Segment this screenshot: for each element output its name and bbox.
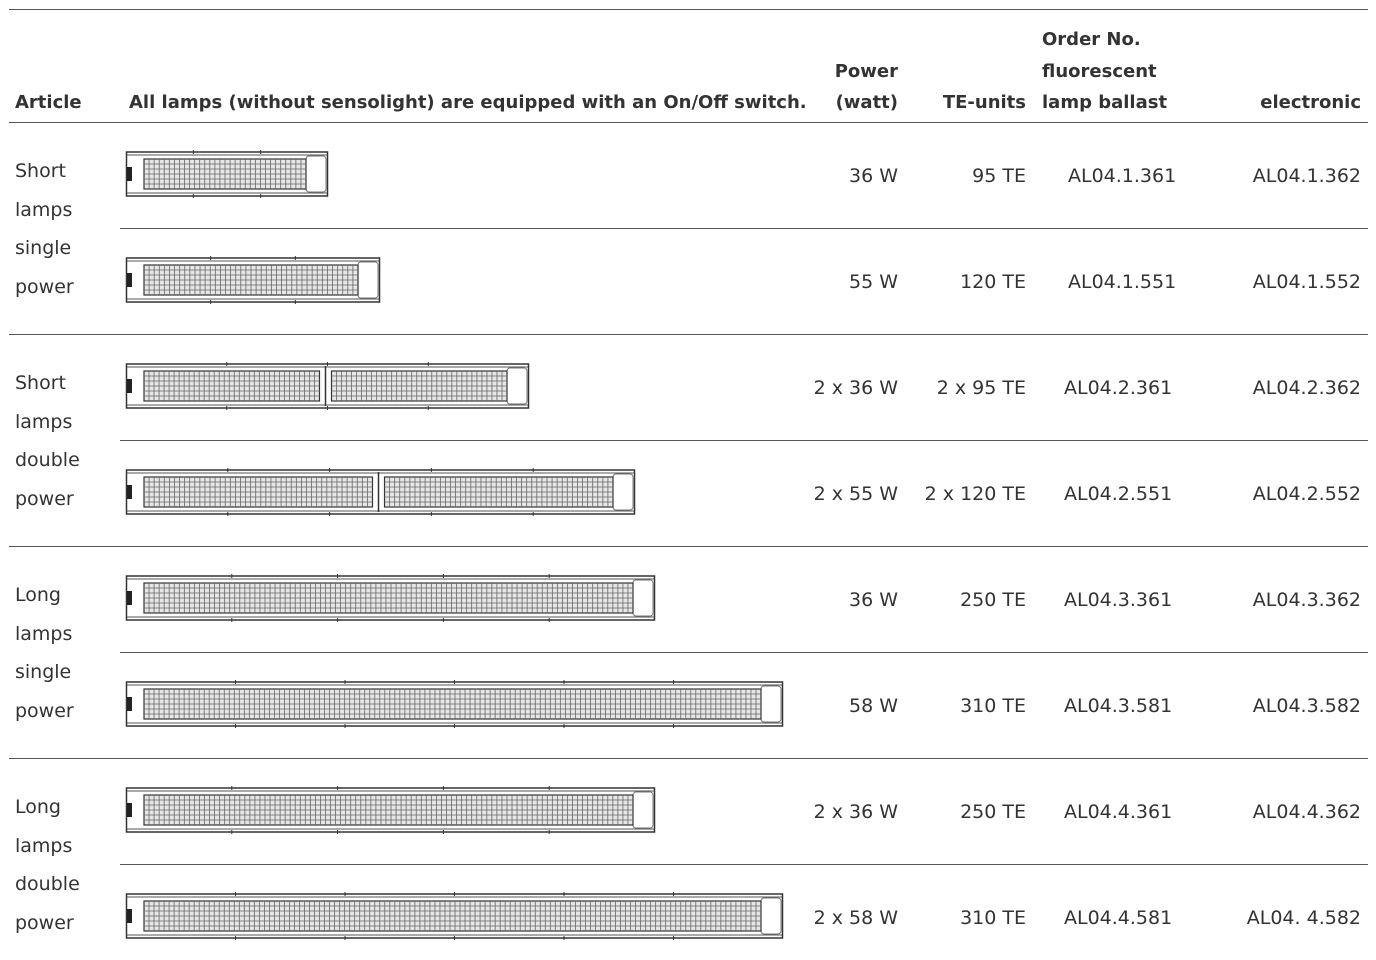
electronic-order-number: AL04.4.362: [1252, 801, 1361, 823]
electronic-order-number: AL04.2.362: [1252, 377, 1361, 399]
electronic-order-number: AL04.3.362: [1252, 589, 1361, 611]
power-value: 55 W: [848, 271, 898, 293]
power-value: 2 x 36 W: [813, 801, 898, 823]
order-number: AL04.1.361: [1068, 165, 1177, 187]
power-value: 36 W: [848, 165, 898, 187]
lamp-image: [125, 256, 381, 304]
lamp-image: [125, 150, 329, 198]
lamp-image: [125, 786, 656, 834]
group-rule: [9, 546, 1368, 547]
te-value: 310 TE: [960, 907, 1026, 929]
power-value: 2 x 36 W: [813, 377, 898, 399]
row-rule: [120, 228, 1368, 229]
power-value: 2 x 55 W: [813, 483, 898, 505]
power-value: 36 W: [848, 589, 898, 611]
te-value: 2 x 120 TE: [924, 483, 1026, 505]
electronic-order-number: AL04.1.362: [1252, 165, 1361, 187]
power-value: 58 W: [848, 695, 898, 717]
order-number: AL04.3.361: [1064, 589, 1173, 611]
te-value: 120 TE: [960, 271, 1026, 293]
order-number: AL04.4.361: [1064, 801, 1173, 823]
lamp-image: [125, 362, 530, 410]
order-number: AL04.2.551: [1064, 483, 1173, 505]
article-label: Short lamps single power: [15, 160, 74, 298]
article-label: Short lamps double power: [15, 372, 80, 510]
header-power-line1: Power: [834, 61, 898, 82]
electronic-order-number: AL04.1.552: [1252, 271, 1361, 293]
order-number: AL04.4.581: [1064, 907, 1173, 929]
te-value: 310 TE: [960, 695, 1026, 717]
group-rule: [9, 334, 1368, 335]
header-order-line3: lamp ballast: [1042, 92, 1168, 113]
lamp-image: [125, 680, 784, 728]
header-rule: [9, 122, 1368, 123]
power-value: 2 x 58 W: [813, 907, 898, 929]
header-order-line2: fluorescent: [1042, 61, 1157, 82]
te-value: 250 TE: [960, 801, 1026, 823]
header-power-line2: (watt): [835, 92, 898, 113]
lamp-image: [125, 468, 636, 516]
header-electronic: electronic: [1260, 92, 1361, 113]
te-value: 2 x 95 TE: [936, 377, 1026, 399]
lamp-image: [125, 574, 656, 622]
lamp-image: [125, 892, 784, 940]
header-article: Article: [15, 92, 82, 113]
order-number: AL04.3.581: [1064, 695, 1173, 717]
electronic-order-number: AL04.3.582: [1252, 695, 1361, 717]
group-rule: [9, 758, 1368, 759]
header-te-units: TE-units: [942, 92, 1026, 113]
row-rule: [120, 864, 1368, 865]
order-number: AL04.2.361: [1064, 377, 1173, 399]
electronic-order-number: AL04. 4.582: [1246, 907, 1361, 929]
article-label: Long lamps single power: [15, 584, 74, 722]
article-label: Long lamps double power: [15, 796, 80, 934]
row-rule: [120, 652, 1368, 653]
te-value: 95 TE: [972, 165, 1026, 187]
electronic-order-number: AL04.2.552: [1252, 483, 1361, 505]
te-value: 250 TE: [960, 589, 1026, 611]
order-number: AL04.1.551: [1068, 271, 1177, 293]
header-order-line1: Order No.: [1042, 29, 1141, 50]
row-rule: [120, 440, 1368, 441]
header-description: All lamps (without sensolight) are equip…: [129, 92, 807, 113]
table-top-rule: [9, 9, 1368, 10]
